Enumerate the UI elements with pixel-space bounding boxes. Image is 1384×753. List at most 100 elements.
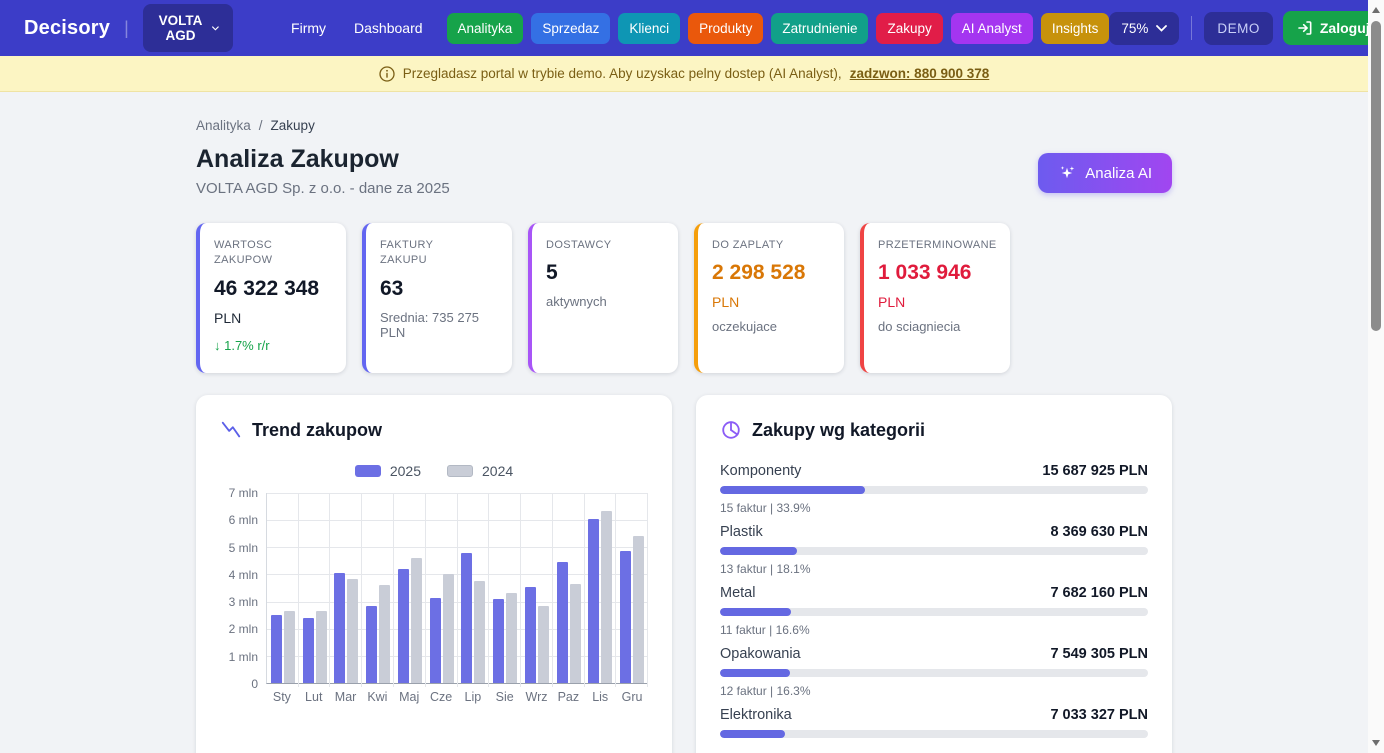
category-value: 7 033 327 PLN <box>1050 707 1148 723</box>
kpi-sub: Srednia: 735 275 PLN <box>380 309 480 340</box>
zoom-level-selector[interactable]: 75% <box>1109 11 1180 45</box>
kpi-unit: PLN <box>214 309 242 326</box>
chart-legend: 2025 2024 <box>220 463 648 479</box>
gridline-h <box>267 520 648 522</box>
category-value: 15 687 925 PLN <box>1042 463 1148 479</box>
bar-2024-cze[interactable] <box>442 574 454 683</box>
bar-2025-sty[interactable] <box>270 615 282 683</box>
kpi-label: PRZETERMINOWANE <box>878 239 997 251</box>
kpi-sub: oczekujace <box>712 319 778 335</box>
bar-2025-lip[interactable] <box>461 552 473 683</box>
category-stats: 12 faktur | 16.3% <box>720 684 811 698</box>
top-navbar: Decisory | VOLTA AGD Firmy Dashboard Ana… <box>0 0 1384 56</box>
bar-2024-sie[interactable] <box>506 593 518 683</box>
scrollbar-up-arrow[interactable] <box>1368 2 1384 18</box>
page-scrollbar[interactable] <box>1368 0 1384 753</box>
ai-analysis-button-label: Analiza AI <box>1085 164 1152 182</box>
bar-2024-gru[interactable] <box>633 536 645 683</box>
bar-2024-lis[interactable] <box>601 510 613 683</box>
kpi-value: 5 <box>546 261 558 285</box>
nav-module-sprzedaz[interactable]: Sprzedaz <box>531 12 611 44</box>
x-tick-label: Sty <box>272 690 291 704</box>
bar-2025-paz[interactable] <box>556 562 568 683</box>
bar-2025-gru[interactable] <box>620 551 632 683</box>
page-subtitle: VOLTA AGD Sp. z o.o. - dane za 2025 <box>196 180 450 197</box>
kpi-row: WARTOSC ZAKUPOW 46 322 348 PLN ↓ 1.7% r/… <box>196 223 1172 373</box>
x-tick-label: Kwi <box>367 690 388 704</box>
gridline-v <box>392 493 394 687</box>
category-name: Komponenty <box>720 463 802 479</box>
bar-2024-lut[interactable] <box>315 611 327 683</box>
sparkles-icon <box>1060 166 1075 179</box>
breadcrumb-parent[interactable]: Analityka <box>196 118 251 133</box>
bar-2025-lis[interactable] <box>588 518 600 683</box>
nav-module-produkty[interactable]: Produkty <box>688 12 764 44</box>
category-item: Metal 7 682 160 PLN 11 faktur | 16.6% <box>720 585 1148 637</box>
banner-phone-link[interactable]: zadzwon: 880 900 378 <box>849 66 990 81</box>
bar-2025-lut[interactable] <box>302 617 314 683</box>
x-tick-label: Maj <box>399 690 420 704</box>
y-tick-label: 0 <box>251 677 258 691</box>
kpi-card: DO ZAPLATY 2 298 528 PLN oczekujace <box>694 223 844 373</box>
bar-2025-sie[interactable] <box>493 598 505 683</box>
login-button[interactable]: Zaloguj <box>1282 11 1384 45</box>
gridline-v <box>361 493 363 687</box>
category-value: 8 369 630 PLN <box>1050 524 1148 540</box>
bar-2024-wrz[interactable] <box>537 605 549 683</box>
nav-module-zakupy[interactable]: Zakupy <box>876 12 943 44</box>
bar-chart: 0 1 mln 2 mln 3 mln 4 mln 5 mln 6 mln 7 mln <box>220 486 648 691</box>
bar-2024-sty[interactable] <box>283 611 295 683</box>
category-stats <box>720 745 1148 753</box>
line-chart-icon <box>221 421 241 438</box>
scrollbar-down-arrow[interactable] <box>1368 735 1384 751</box>
nav-module-zatrudnienie[interactable]: Zatrudnienie <box>771 12 869 44</box>
company-selector[interactable]: VOLTA AGD <box>142 4 234 52</box>
bar-2024-kwi[interactable] <box>379 585 391 683</box>
kpi-value: 46 322 348 <box>214 276 320 300</box>
x-tick-label: Paz <box>557 690 580 704</box>
x-tick-label: Cze <box>429 690 453 704</box>
kpi-unit: PLN <box>878 294 906 311</box>
nav-link-firmy[interactable]: Firmy <box>291 20 327 36</box>
kpi-card: PRZETERMINOWANE 1 033 946 PLN do sciagni… <box>860 223 1010 373</box>
gridline-v <box>551 493 553 687</box>
nav-modules: Analityka Sprzedaz Klienci Produkty Zatr… <box>446 12 1110 44</box>
nav-module-ai-analyst[interactable]: AI Analyst <box>950 12 1033 44</box>
bar-2025-kwi[interactable] <box>366 605 378 683</box>
bar-2024-paz[interactable] <box>569 583 581 683</box>
page-title: Analiza Zakupow <box>196 145 399 173</box>
y-tick-label: 3 mln <box>228 595 258 610</box>
bar-group-mar <box>331 493 363 683</box>
nav-module-klienci[interactable]: Klienci <box>618 12 681 44</box>
nav-module-analityka[interactable]: Analityka <box>446 12 524 44</box>
chevron-down-icon <box>1156 24 1168 32</box>
bar-group-kwi <box>362 493 394 683</box>
bar-2025-wrz[interactable] <box>524 586 536 683</box>
gridline-h <box>267 493 648 494</box>
login-icon <box>1298 21 1312 35</box>
bar-2025-mar[interactable] <box>334 573 346 683</box>
bar-2024-mar[interactable] <box>347 578 359 683</box>
trend-chart-title: Trend zakupow <box>252 419 383 440</box>
y-tick-label: 1 mln <box>228 649 258 664</box>
gridline-h <box>267 547 648 549</box>
bar-2025-cze[interactable] <box>429 597 441 683</box>
demo-banner: Przegladasz portal w trybie demo. Aby uz… <box>0 56 1368 92</box>
bar-2024-lip[interactable] <box>474 581 486 683</box>
bar-2024-maj[interactable] <box>410 558 422 683</box>
ai-analysis-button[interactable]: Analiza AI <box>1038 153 1172 193</box>
category-progress-track <box>720 608 1148 616</box>
y-tick-label: 4 mln <box>228 567 258 582</box>
y-tick-label: 6 mln <box>228 513 258 528</box>
gridline-v <box>329 493 331 687</box>
kpi-sub: do sciagniecia <box>878 319 961 335</box>
nav-module-insights[interactable]: Insights <box>1040 12 1110 44</box>
zoom-level-value: 75% <box>1121 20 1149 36</box>
nav-link-dashboard[interactable]: Dashboard <box>354 20 423 36</box>
category-stats: 15 faktur | 33.9% <box>720 501 811 515</box>
category-progress-fill <box>720 669 790 677</box>
gridline-v <box>297 493 299 687</box>
legend-swatch-2024 <box>447 465 473 477</box>
scrollbar-thumb[interactable] <box>1371 21 1381 331</box>
bar-2025-maj[interactable] <box>397 569 409 683</box>
